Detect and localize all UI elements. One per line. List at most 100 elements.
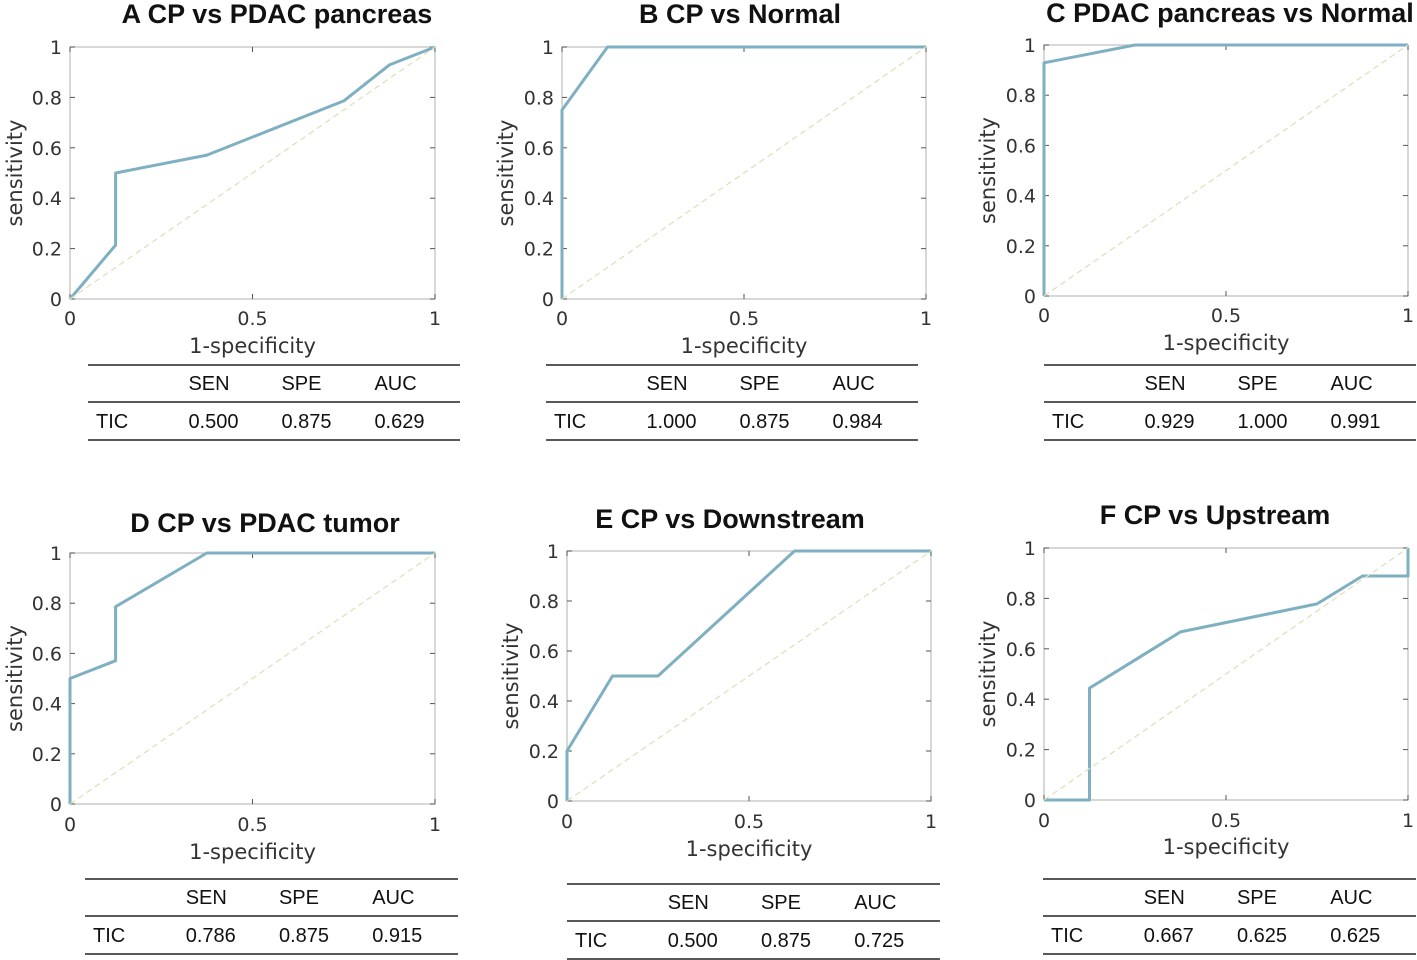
y-tick-label: 0.2 xyxy=(1006,236,1036,258)
panel-letter: A xyxy=(122,0,148,29)
roc-curve xyxy=(1044,548,1410,802)
table-header-spe: SPE xyxy=(739,373,779,395)
panel-letter: F xyxy=(1100,500,1124,530)
table-row-label: TIC xyxy=(96,411,128,433)
y-tick-label: 0.2 xyxy=(524,239,554,261)
y-tick-label: 1 xyxy=(50,543,62,565)
y-tick-label: 0.4 xyxy=(32,694,62,716)
x-tick-label: 0.5 xyxy=(1211,305,1241,327)
y-tick-label: 0.6 xyxy=(1006,135,1036,157)
panel-letter: B xyxy=(639,0,666,29)
table-cell-spe: 0.875 xyxy=(761,930,811,952)
y-tick-label: 0.8 xyxy=(529,591,559,613)
x-tick-label: 1 xyxy=(429,308,441,330)
table-cell-auc: 0.915 xyxy=(372,925,422,947)
y-tick-label: 0.4 xyxy=(1006,689,1036,711)
x-tick-label: 1 xyxy=(1402,305,1414,327)
panel-title-text: CP vs PDAC pancreas xyxy=(148,0,433,29)
table-row-label: TIC xyxy=(93,925,125,947)
table-cell-auc: 0.725 xyxy=(854,930,904,952)
panel-title: E CP vs Downstream xyxy=(595,504,865,534)
y-tick-label: 0.2 xyxy=(1006,740,1036,762)
y-tick-label: 0.4 xyxy=(524,188,554,210)
panel-title-text: CP vs PDAC tumor xyxy=(157,508,400,538)
y-tick-label: 0.4 xyxy=(1006,186,1036,208)
table-header-auc: AUC xyxy=(1330,887,1372,909)
table-cell-spe: 0.875 xyxy=(739,411,789,433)
y-tick-label: 0.6 xyxy=(1006,639,1036,661)
y-axis-label: sensitivity xyxy=(499,623,523,730)
y-axis-label: sensitivity xyxy=(976,621,1000,728)
y-tick-label: 0.8 xyxy=(1006,85,1036,107)
x-tick-label: 1 xyxy=(1402,810,1414,832)
table-cell-spe: 1.000 xyxy=(1237,411,1287,433)
table-header-spe: SPE xyxy=(1237,887,1277,909)
table-header-auc: AUC xyxy=(832,373,874,395)
x-tick-label: 0 xyxy=(1038,305,1050,327)
y-tick-label: 0 xyxy=(1024,790,1036,812)
panel-letter: E xyxy=(595,504,621,534)
panel-letter: D xyxy=(130,508,157,538)
y-tick-label: 0 xyxy=(50,289,62,311)
table-cell-sen: 0.667 xyxy=(1144,925,1194,947)
table-header-sen: SEN xyxy=(1144,887,1185,909)
table-cell-auc: 0.991 xyxy=(1330,411,1380,433)
roc-curve xyxy=(565,549,931,801)
roc-curve xyxy=(1042,43,1408,296)
y-tick-label: 0.4 xyxy=(32,188,62,210)
y-tick-label: 0.2 xyxy=(529,741,559,763)
y-axis-label: sensitivity xyxy=(976,117,1000,224)
x-tick-label: 1 xyxy=(925,811,937,833)
table-header-sen: SEN xyxy=(668,892,709,914)
roc-curve xyxy=(68,551,435,804)
table-header-auc: AUC xyxy=(372,887,414,909)
table-header-sen: SEN xyxy=(1144,373,1185,395)
panel-f: F CP vs Upstream 0 0.2 0.4 0.6 0.8 1 0 0.5 1 1-spe… xyxy=(976,500,1416,955)
table-header-sen: SEN xyxy=(188,373,229,395)
x-tick-label: 0 xyxy=(561,811,573,833)
y-tick-label: 0 xyxy=(542,289,554,311)
y-tick-label: 0.6 xyxy=(524,138,554,160)
table-cell-sen: 0.786 xyxy=(186,925,236,947)
y-tick-label: 0.4 xyxy=(529,691,559,713)
stats-table: SEN SPE AUC TIC 0.786 0.875 0.915 xyxy=(85,878,458,955)
table-cell-sen: 0.500 xyxy=(668,930,718,952)
y-tick-label: 0.8 xyxy=(1006,588,1036,610)
roc-curve xyxy=(68,45,436,300)
x-tick-label: 0 xyxy=(556,308,568,330)
stats-table: SEN SPE AUC TIC 0.500 0.875 0.725 xyxy=(567,883,940,960)
y-tick-label: 0 xyxy=(547,791,559,813)
y-tick-label: 0.8 xyxy=(524,87,554,109)
table-cell-spe: 0.625 xyxy=(1237,925,1287,947)
x-tick-label: 1 xyxy=(920,308,932,330)
y-tick-label: 1 xyxy=(542,37,554,59)
panel-d: D CP vs PDAC tumor 0 0.2 0.4 0.6 0.8 1 0 0.5 1 1-s… xyxy=(3,508,458,955)
table-header-sen: SEN xyxy=(646,373,687,395)
y-tick-label: 1 xyxy=(1024,35,1036,57)
table-header-auc: AUC xyxy=(1330,373,1372,395)
x-axis-label: 1-specificity xyxy=(1163,331,1290,355)
x-tick-label: 0 xyxy=(64,308,76,330)
stats-table: SEN SPE AUC TIC 0.667 0.625 0.625 xyxy=(1043,878,1416,955)
y-tick-label: 0 xyxy=(50,794,62,816)
table-cell-auc: 0.984 xyxy=(832,411,882,433)
table-header-auc: AUC xyxy=(374,373,416,395)
y-tick-label: 0.2 xyxy=(32,744,62,766)
table-header-sen: SEN xyxy=(186,887,227,909)
x-tick-label: 0.5 xyxy=(237,814,267,836)
panel-a: A CP vs PDAC pancreas 0 0.2 0.4 0.6 0.8 1 0 0.5 1… xyxy=(3,0,460,441)
x-tick-label: 0.5 xyxy=(237,308,267,330)
y-tick-label: 1 xyxy=(1024,538,1036,560)
chance-diagonal-line xyxy=(1043,547,1409,801)
x-axis-label: 1-specificity xyxy=(686,837,813,861)
y-tick-label: 0 xyxy=(1024,286,1036,308)
chance-diagonal-line xyxy=(566,550,932,802)
panel-b: B CP vs Normal 0 0.2 0.4 0.6 0.8 1 0 0.5 1 1-speci… xyxy=(494,0,932,441)
y-tick-label: 0.6 xyxy=(32,643,62,665)
panel-title-text: CP vs Downstream xyxy=(621,504,865,534)
table-cell-sen: 1.000 xyxy=(646,411,696,433)
x-tick-label: 0 xyxy=(64,814,76,836)
chance-diagonal-line xyxy=(561,46,927,300)
